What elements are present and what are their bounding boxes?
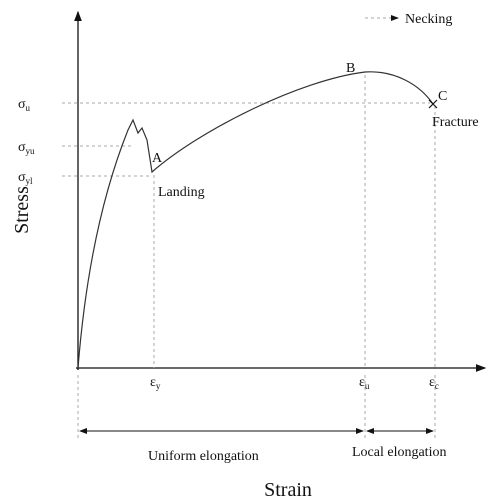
symbol: σ [18,170,26,185]
symbol: ε [359,375,365,390]
subscript: c [435,381,439,391]
guide-lines [62,75,436,440]
y-axis-label: Stress [11,186,33,234]
level-label: εc [429,375,439,391]
annotation: Landing [158,185,205,200]
subscript: yl [26,176,34,186]
subscript: u [26,103,31,113]
point-label: C [438,89,447,104]
x-axis-label: Strain [264,479,312,501]
stress-strain-curve [77,71,434,369]
range-label: Local elongation [352,445,446,460]
level-label: σyl [18,170,33,186]
level-label: εu [359,375,370,391]
symbol: ε [150,375,156,390]
point-label: B [346,61,355,76]
subscript: yu [26,146,36,156]
subscript: u [365,381,370,391]
annotation: Fracture [432,115,479,130]
annotation: Necking [405,12,452,27]
level-label: σu [18,97,31,113]
subscript: y [156,381,161,391]
level-label: εy [150,375,161,391]
level-label: σyu [18,140,35,156]
symbol: ε [429,375,435,390]
symbol: σ [18,140,26,155]
fracture-mark [428,99,438,109]
range-label: Uniform elongation [148,449,259,464]
symbol: σ [18,97,26,112]
point-label: A [152,151,163,166]
